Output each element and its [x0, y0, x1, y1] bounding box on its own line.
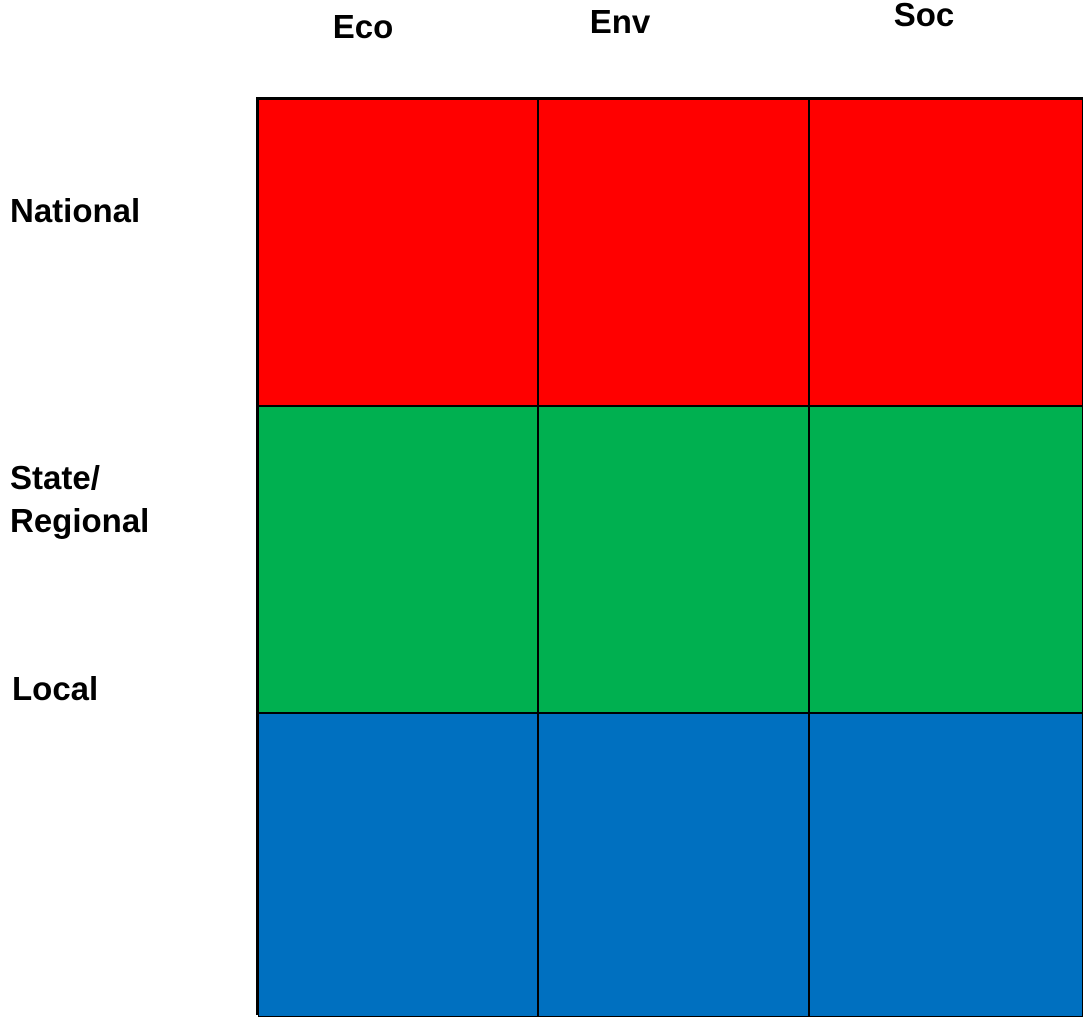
cell-local-soc — [809, 713, 1083, 1017]
cell-local-env — [538, 713, 809, 1017]
cell-state-regional-soc — [809, 406, 1083, 713]
row-label-state-regional: State/ Regional — [10, 457, 149, 543]
column-label-env: Env — [589, 3, 651, 40]
column-label-soc: Soc — [893, 0, 955, 33]
cell-national-env — [538, 99, 809, 406]
cell-national-eco — [258, 99, 538, 406]
row-label-national: National — [10, 192, 141, 229]
matrix-grid — [256, 97, 1083, 1017]
cell-state-regional-eco — [258, 406, 538, 713]
cell-state-regional-env — [538, 406, 809, 713]
row-label-regional-line: Regional — [10, 501, 150, 539]
column-label-eco: Eco — [332, 8, 394, 45]
cell-national-soc — [809, 99, 1083, 406]
cell-local-eco — [258, 713, 538, 1017]
row-label-local: Local — [12, 670, 99, 707]
row-label-state-line: State/ — [10, 459, 100, 496]
